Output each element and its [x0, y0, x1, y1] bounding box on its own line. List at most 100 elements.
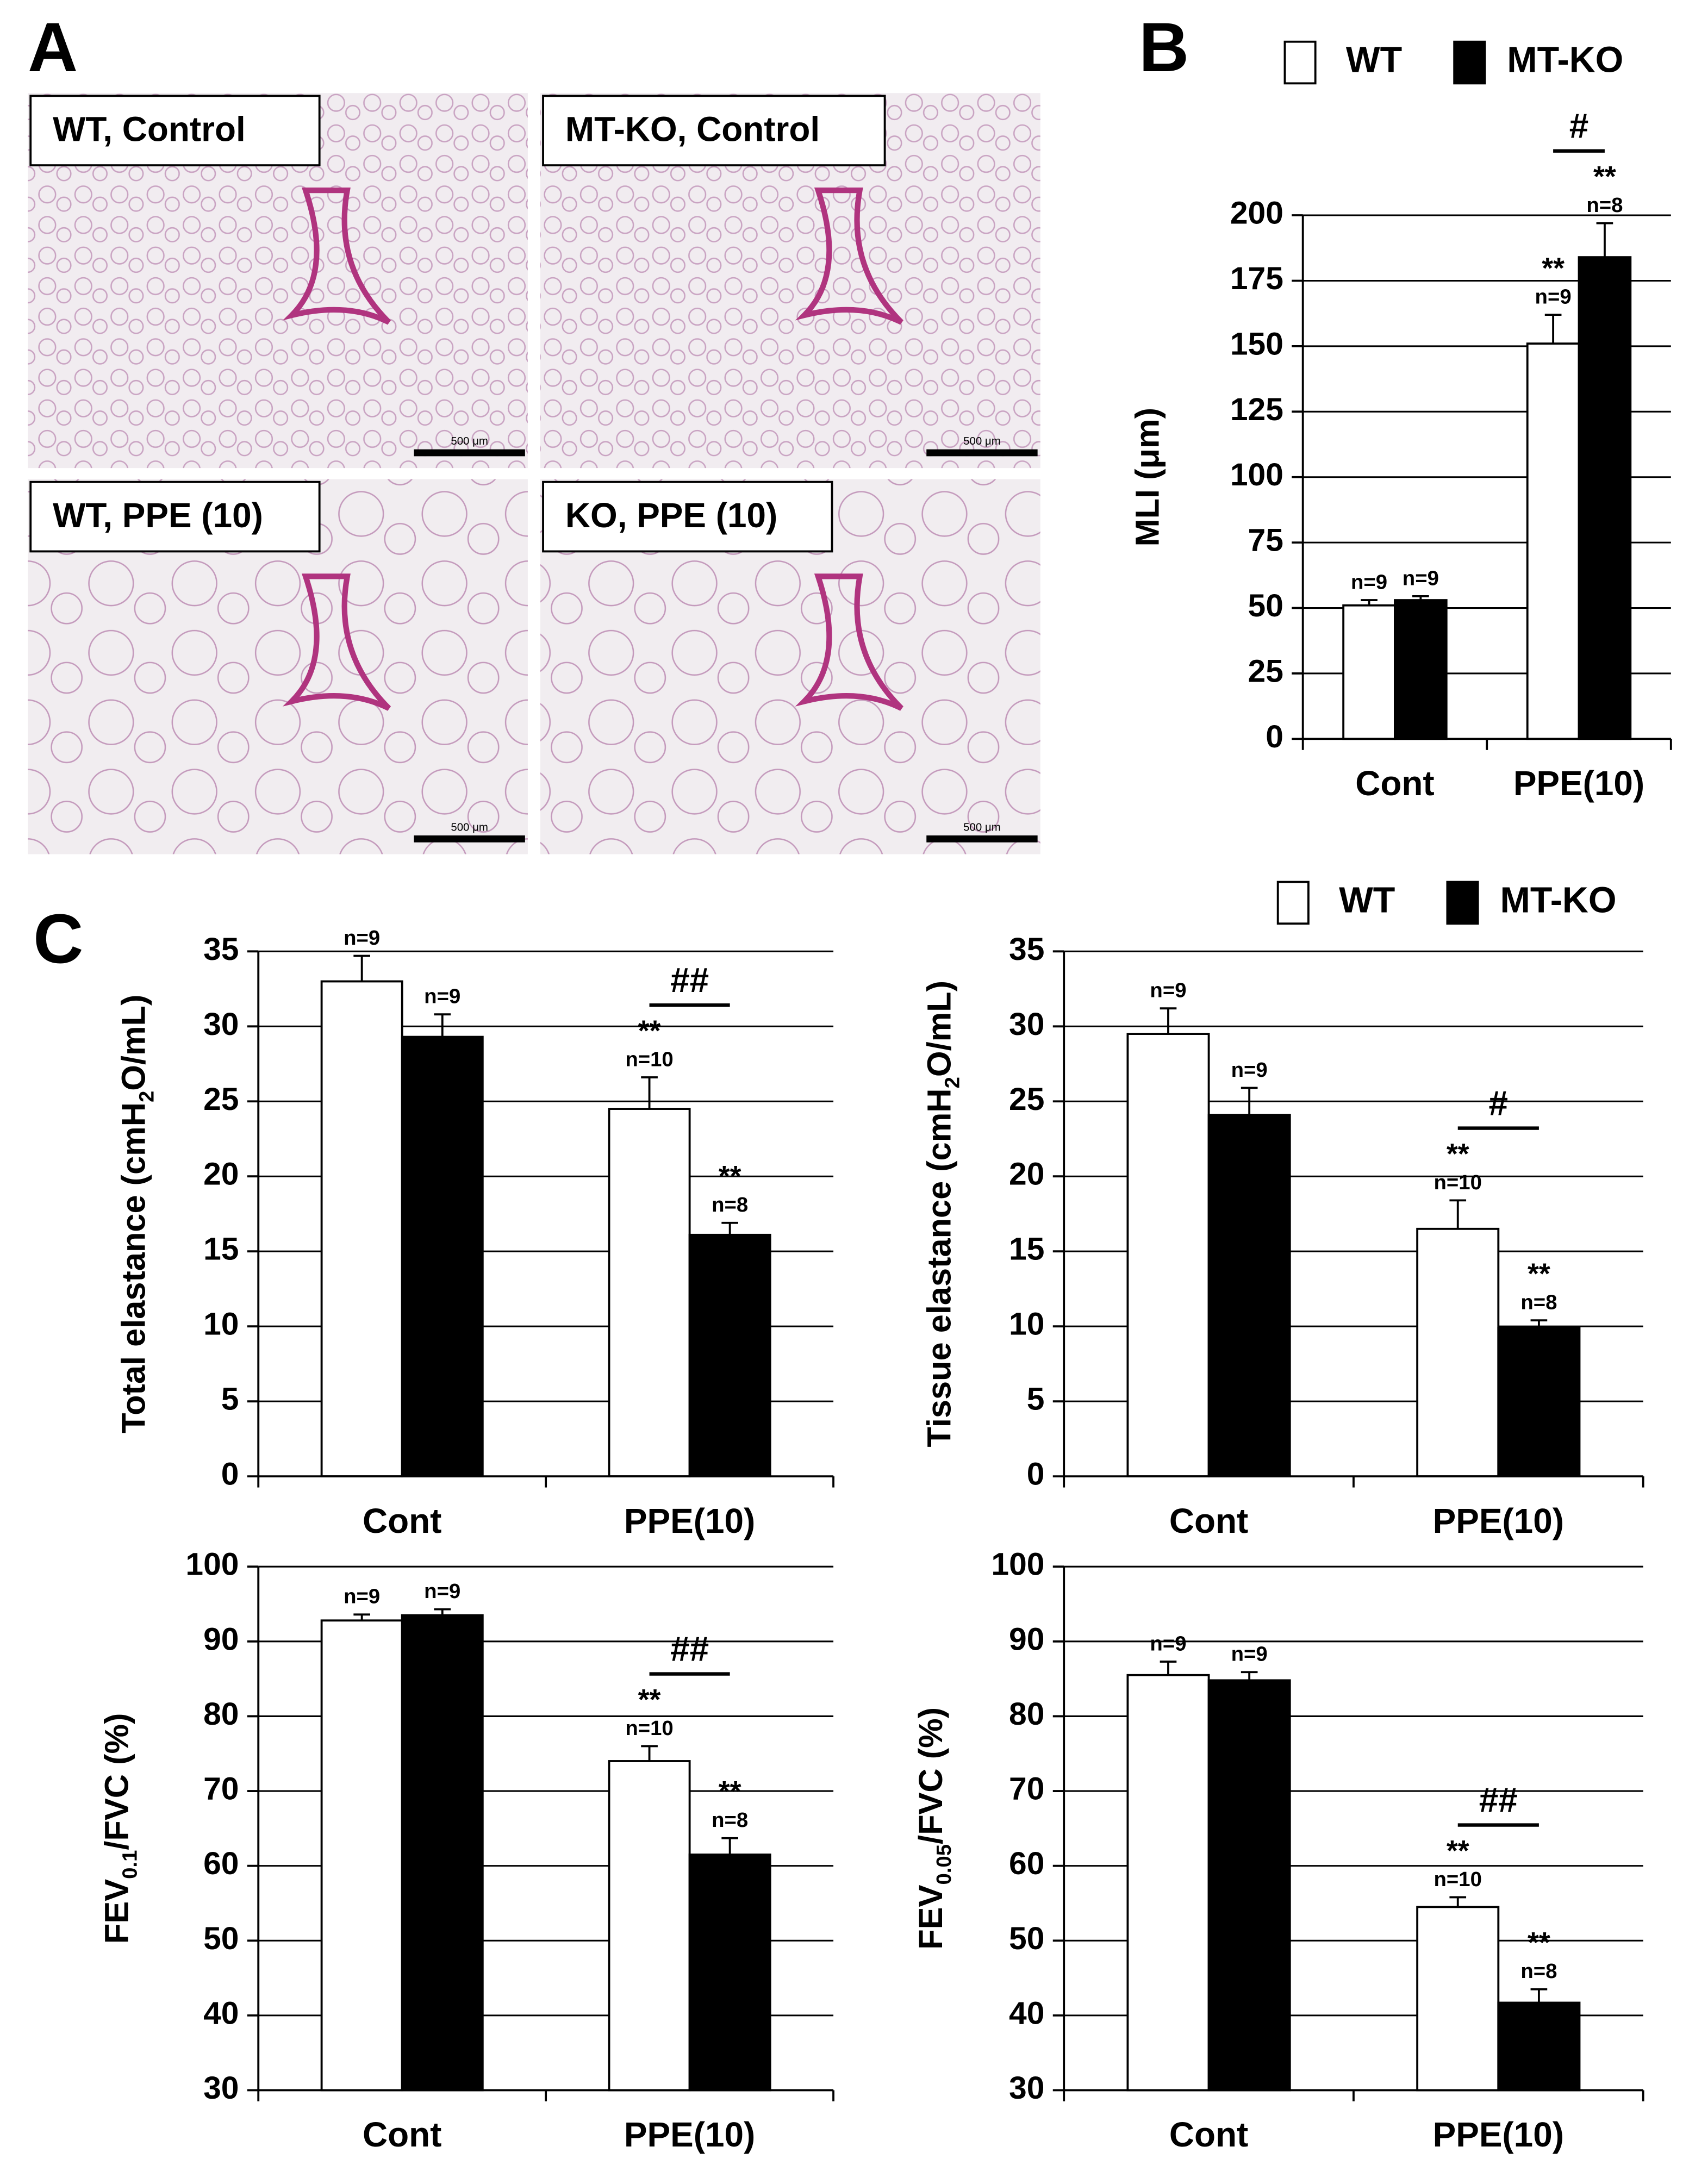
legend-label: WT	[1346, 40, 1402, 80]
y-axis-label-part: O/mL)	[920, 981, 958, 1077]
y-tick-label: 30	[203, 1007, 239, 1042]
y-axis-label-part: O/mL)	[115, 995, 152, 1091]
micrograph-label: MT-KO, Control	[565, 110, 820, 149]
n-label: n=9	[1231, 1058, 1268, 1082]
n-label: n=10	[1434, 1171, 1482, 1194]
label-box	[29, 481, 321, 553]
legend-swatch	[1446, 881, 1479, 925]
bar	[1126, 1033, 1210, 1478]
micrograph-label: WT, PPE (10)	[53, 496, 263, 535]
y-axis-label: FEV0.1/FVC (%)	[98, 1713, 141, 1944]
n-label: n=9	[424, 985, 460, 1008]
bracket-label: ##	[670, 960, 709, 1000]
bar	[1342, 604, 1396, 740]
y-tick-label: 5	[1027, 1382, 1045, 1417]
airway	[282, 573, 391, 711]
y-tick-label: 30	[1009, 2070, 1044, 2106]
bar	[401, 1614, 484, 2092]
n-label: n=9	[1535, 285, 1572, 309]
bar	[688, 1854, 771, 2092]
y-axis-label: MLI (μm)	[1129, 408, 1166, 546]
y-tick-label: 70	[1009, 1771, 1044, 1807]
bracket-label: #	[1489, 1084, 1509, 1123]
bar	[688, 1233, 771, 1478]
y-tick-label: 30	[203, 2070, 239, 2106]
y-axis-label-part: /FVC (%)	[912, 1707, 949, 1844]
n-label: n=8	[1520, 1291, 1557, 1314]
y-tick-label: 60	[203, 1846, 239, 1881]
bracket-label: ##	[670, 1630, 709, 1669]
bar	[608, 1760, 691, 2092]
y-tick-label: 80	[203, 1696, 239, 1732]
y-tick-label: 50	[203, 1921, 239, 1956]
airway	[282, 187, 391, 325]
legend-swatch	[1283, 40, 1317, 85]
legend-swatch	[1276, 881, 1310, 925]
y-tick-label: 50	[1248, 588, 1283, 623]
n-label: n=8	[712, 1808, 748, 1832]
significance-stars: **	[1542, 252, 1565, 285]
n-label: n=9	[1351, 571, 1387, 594]
x-tick-label: PPE(10)	[624, 2115, 755, 2154]
significance-stars: **	[638, 1015, 661, 1047]
bracket-label: #	[1569, 107, 1589, 146]
n-label: n=10	[625, 1717, 673, 1740]
y-tick-label: 10	[1009, 1307, 1044, 1342]
panel-label: B	[1139, 9, 1189, 86]
bar	[1394, 599, 1448, 740]
n-label: n=10	[625, 1048, 673, 1071]
bar	[320, 980, 403, 1478]
bar	[608, 1108, 691, 1478]
n-label: n=10	[1434, 1868, 1482, 1891]
n-label: n=8	[1586, 194, 1623, 217]
bar	[1126, 1674, 1210, 2092]
scale-bar-label: 500 μm	[963, 821, 1001, 833]
y-tick-label: 10	[203, 1307, 239, 1342]
y-tick-label: 80	[1009, 1696, 1044, 1732]
bar	[1416, 1227, 1500, 1478]
y-axis-label: FEV0.05/FVC (%)	[912, 1707, 955, 1950]
n-label: n=9	[1150, 1632, 1186, 1655]
significance-stars: **	[1528, 1258, 1550, 1290]
y-tick-label: 0	[1027, 1457, 1045, 1492]
y-tick-label: 125	[1230, 392, 1283, 427]
y-axis-label: Tissue elastance (cmH2O/mL)	[920, 981, 964, 1447]
n-label: n=9	[344, 1585, 380, 1608]
panel-label: A	[28, 9, 78, 86]
y-axis-label-part: FEV	[98, 1879, 135, 1944]
x-tick-label: Cont	[1169, 1501, 1248, 1540]
n-label: n=8	[712, 1193, 748, 1216]
x-tick-label: Cont	[1355, 764, 1434, 803]
legend-label: MT-KO	[1500, 880, 1617, 920]
y-tick-label: 25	[203, 1082, 239, 1117]
y-tick-label: 20	[203, 1157, 239, 1192]
y-axis-label: Total elastance (cmH2O/mL)	[115, 995, 158, 1433]
y-tick-label: 70	[203, 1771, 239, 1807]
micrograph-label: KO, PPE (10)	[565, 496, 777, 535]
bar	[1207, 1114, 1291, 1478]
y-tick-label: 175	[1230, 261, 1283, 296]
y-tick-label: 75	[1248, 523, 1283, 558]
bar	[1578, 256, 1632, 740]
significance-stars: **	[719, 1775, 741, 1808]
label-box	[542, 481, 833, 553]
y-tick-label: 40	[1009, 1995, 1044, 2031]
significance-stars: **	[719, 1160, 741, 1193]
panel-label: C	[33, 900, 83, 978]
n-label: n=9	[344, 926, 380, 950]
y-axis-label-part: 2	[940, 1077, 964, 1088]
y-axis-label-part: FEV	[912, 1885, 949, 1949]
y-axis-label-part: /FVC (%)	[98, 1713, 135, 1850]
significance-stars: **	[1447, 1834, 1469, 1867]
y-tick-label: 200	[1230, 196, 1283, 231]
bracket-label: ##	[1479, 1781, 1518, 1820]
label-box	[29, 95, 321, 167]
y-tick-label: 0	[1266, 719, 1283, 754]
n-label: n=9	[1231, 1643, 1268, 1666]
label-box	[542, 95, 886, 167]
legend-label: MT-KO	[1507, 40, 1623, 80]
bar	[1526, 342, 1580, 740]
y-axis-label-part: Tissue elastance (cmH	[920, 1088, 958, 1447]
